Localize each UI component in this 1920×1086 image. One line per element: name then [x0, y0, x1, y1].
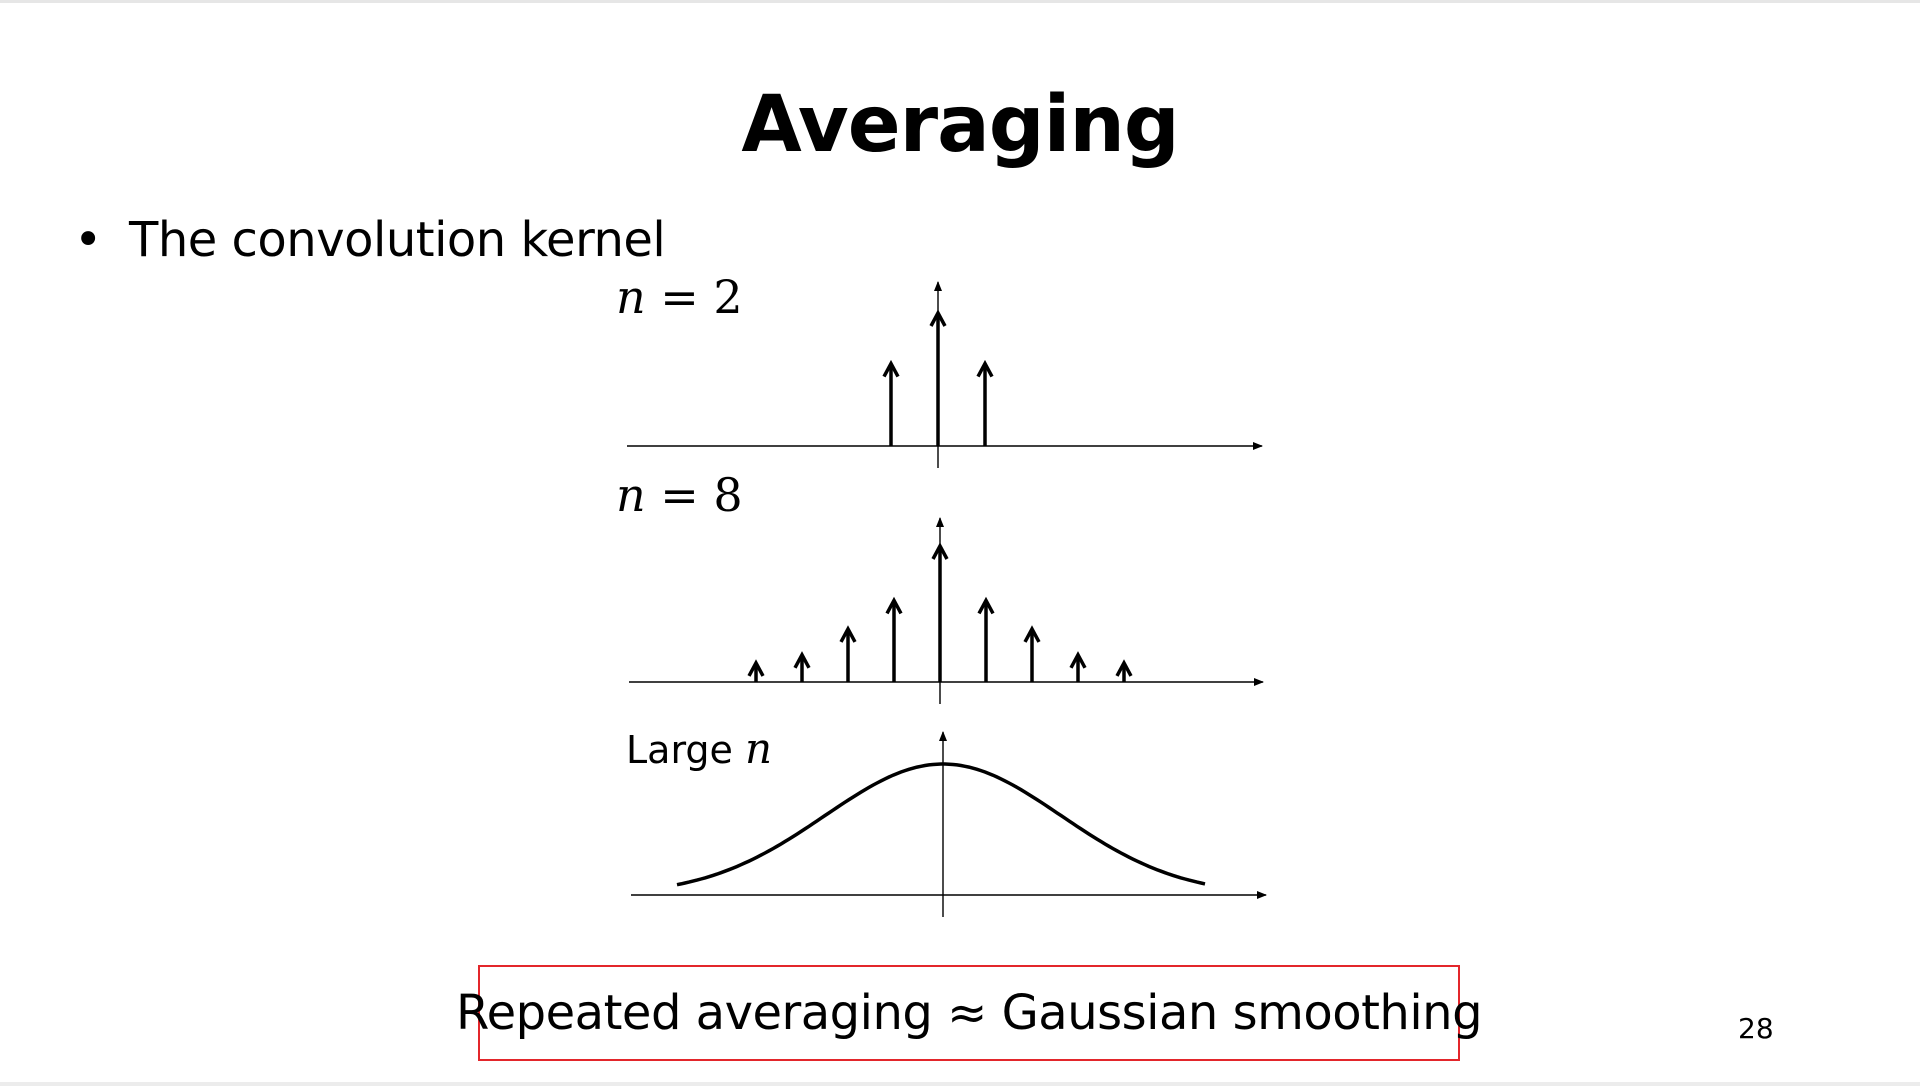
impulse-arrowhead	[747, 659, 765, 677]
var-n: n	[616, 468, 646, 522]
impulse-arrowhead	[839, 625, 857, 643]
top-border	[0, 0, 1920, 3]
slide-title: Averaging	[741, 80, 1179, 170]
var-n: n	[745, 724, 773, 773]
impulse-arrowhead	[1069, 651, 1087, 669]
impulse-arrowhead	[1023, 625, 1041, 643]
label-n8: n = 8	[616, 468, 743, 522]
conclusion-callout: Repeated averaging ≈ Gaussian smoothing	[456, 965, 1483, 1061]
label-n2: n = 2	[616, 270, 743, 324]
impulse-arrowhead	[793, 651, 811, 669]
impulse-arrowhead	[929, 309, 947, 327]
gaussian-curve	[676, 762, 1206, 887]
bullet-text: The convolution kernel	[129, 212, 666, 268]
bottom-border	[0, 1082, 1920, 1086]
label-large-n: Large n	[626, 724, 772, 773]
page-number: 28	[1738, 1012, 1774, 1045]
impulse-arrowhead	[885, 596, 903, 615]
var-n: n	[616, 270, 646, 324]
impulse-arrowhead	[976, 359, 994, 378]
impulse-arrowhead	[977, 596, 995, 615]
label-rest: Large	[626, 728, 745, 772]
label-rest: = 2	[645, 270, 743, 324]
label-rest: = 8	[645, 468, 743, 522]
impulse-arrowhead	[882, 359, 900, 378]
bullet-dot: •	[74, 212, 103, 268]
impulse-arrowhead	[931, 542, 949, 560]
impulse-arrowhead	[1115, 659, 1133, 677]
